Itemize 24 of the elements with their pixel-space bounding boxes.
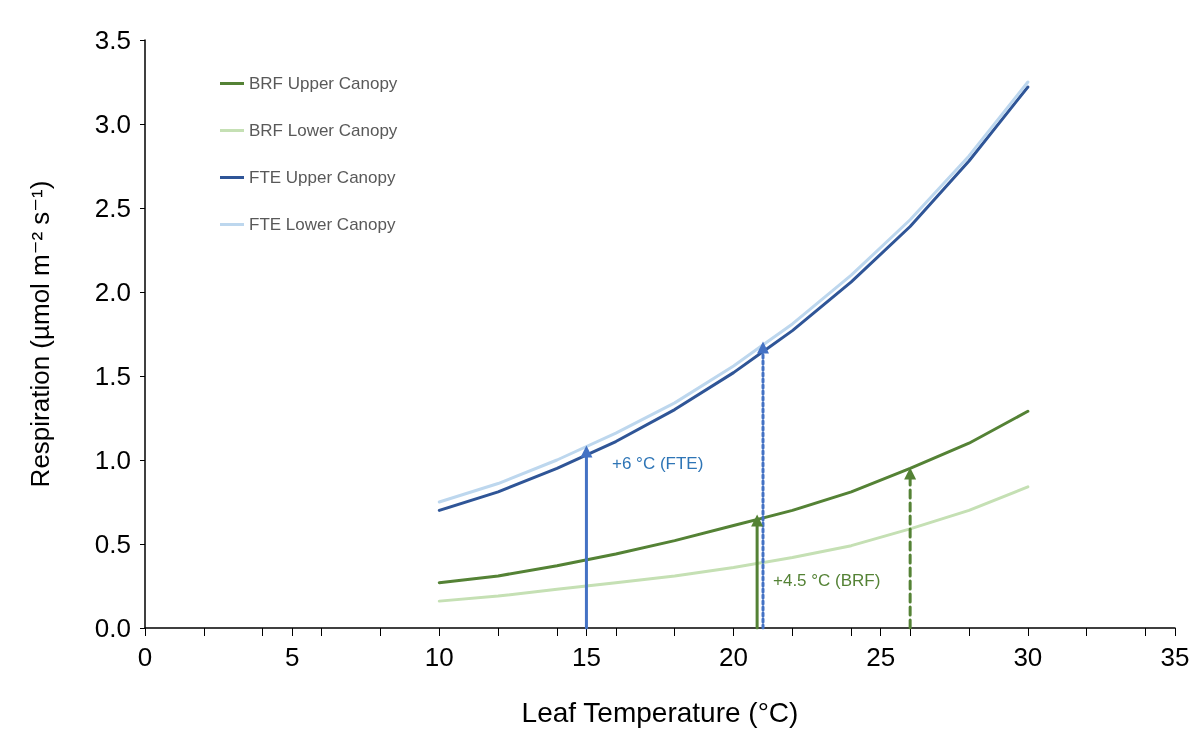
annotation: +6 °C (FTE) (612, 454, 704, 473)
y-tick-label: 2.5 (94, 193, 131, 223)
y-tick-label: 3.0 (94, 109, 131, 139)
x-tick-label: 5 (284, 642, 300, 672)
x-tick-label: 25 (866, 642, 896, 672)
y-tick-label: 1.0 (94, 445, 131, 475)
y-tick-label: 0.0 (94, 613, 131, 643)
legend-label: FTE Lower Canopy (249, 215, 396, 234)
x-tick-label: 15 (571, 642, 601, 672)
y-tick-label: 1.5 (94, 361, 131, 391)
x-tick-label: 0 (137, 642, 153, 672)
annotation: +4.5 °C (BRF) (773, 571, 881, 590)
y-tick-label: 3.5 (94, 25, 131, 55)
legend-label: BRF Upper Canopy (249, 74, 398, 93)
x-axis-title: Leaf Temperature (°C) (521, 696, 799, 728)
y-axis-title: Respiration (µmol m⁻² s⁻¹) (25, 180, 55, 488)
x-tick-label: 20 (719, 642, 749, 672)
x-tick-label: 10 (424, 642, 454, 672)
y-tick-label: 2.0 (94, 277, 131, 307)
x-tick-label: 30 (1013, 642, 1043, 672)
legend-label: FTE Upper Canopy (249, 168, 396, 187)
y-tick-label: 0.5 (94, 529, 131, 559)
x-tick-label: 35 (1160, 642, 1190, 672)
legend-label: BRF Lower Canopy (249, 121, 398, 140)
